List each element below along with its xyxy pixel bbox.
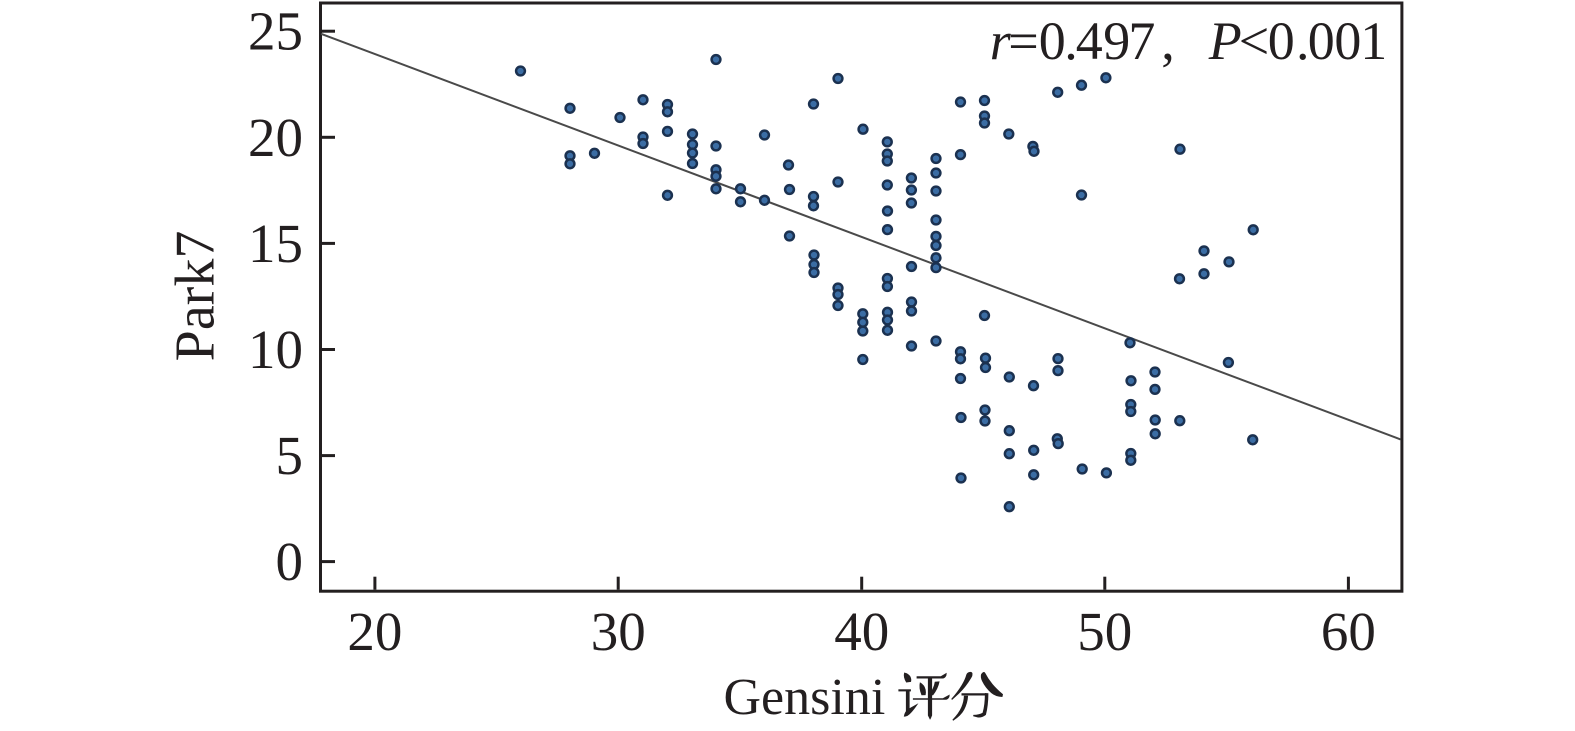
svg-text:Gensini: Gensini	[724, 669, 886, 726]
svg-text:5: 5	[276, 425, 304, 486]
svg-text:Park7: Park7	[165, 231, 227, 362]
svg-text:60: 60	[1321, 601, 1376, 662]
svg-text:40: 40	[834, 601, 889, 662]
svg-text:10: 10	[248, 319, 303, 380]
svg-text:15: 15	[248, 213, 303, 274]
svg-text:20: 20	[347, 601, 402, 662]
svg-text:30: 30	[591, 601, 646, 662]
svg-text:r=0.497,P<0.001: r=0.497, P<0.001	[990, 11, 1387, 71]
svg-text:0: 0	[276, 531, 304, 592]
svg-text:25: 25	[248, 1, 303, 62]
svg-text:50: 50	[1077, 601, 1132, 662]
svg-text:20: 20	[248, 107, 303, 168]
